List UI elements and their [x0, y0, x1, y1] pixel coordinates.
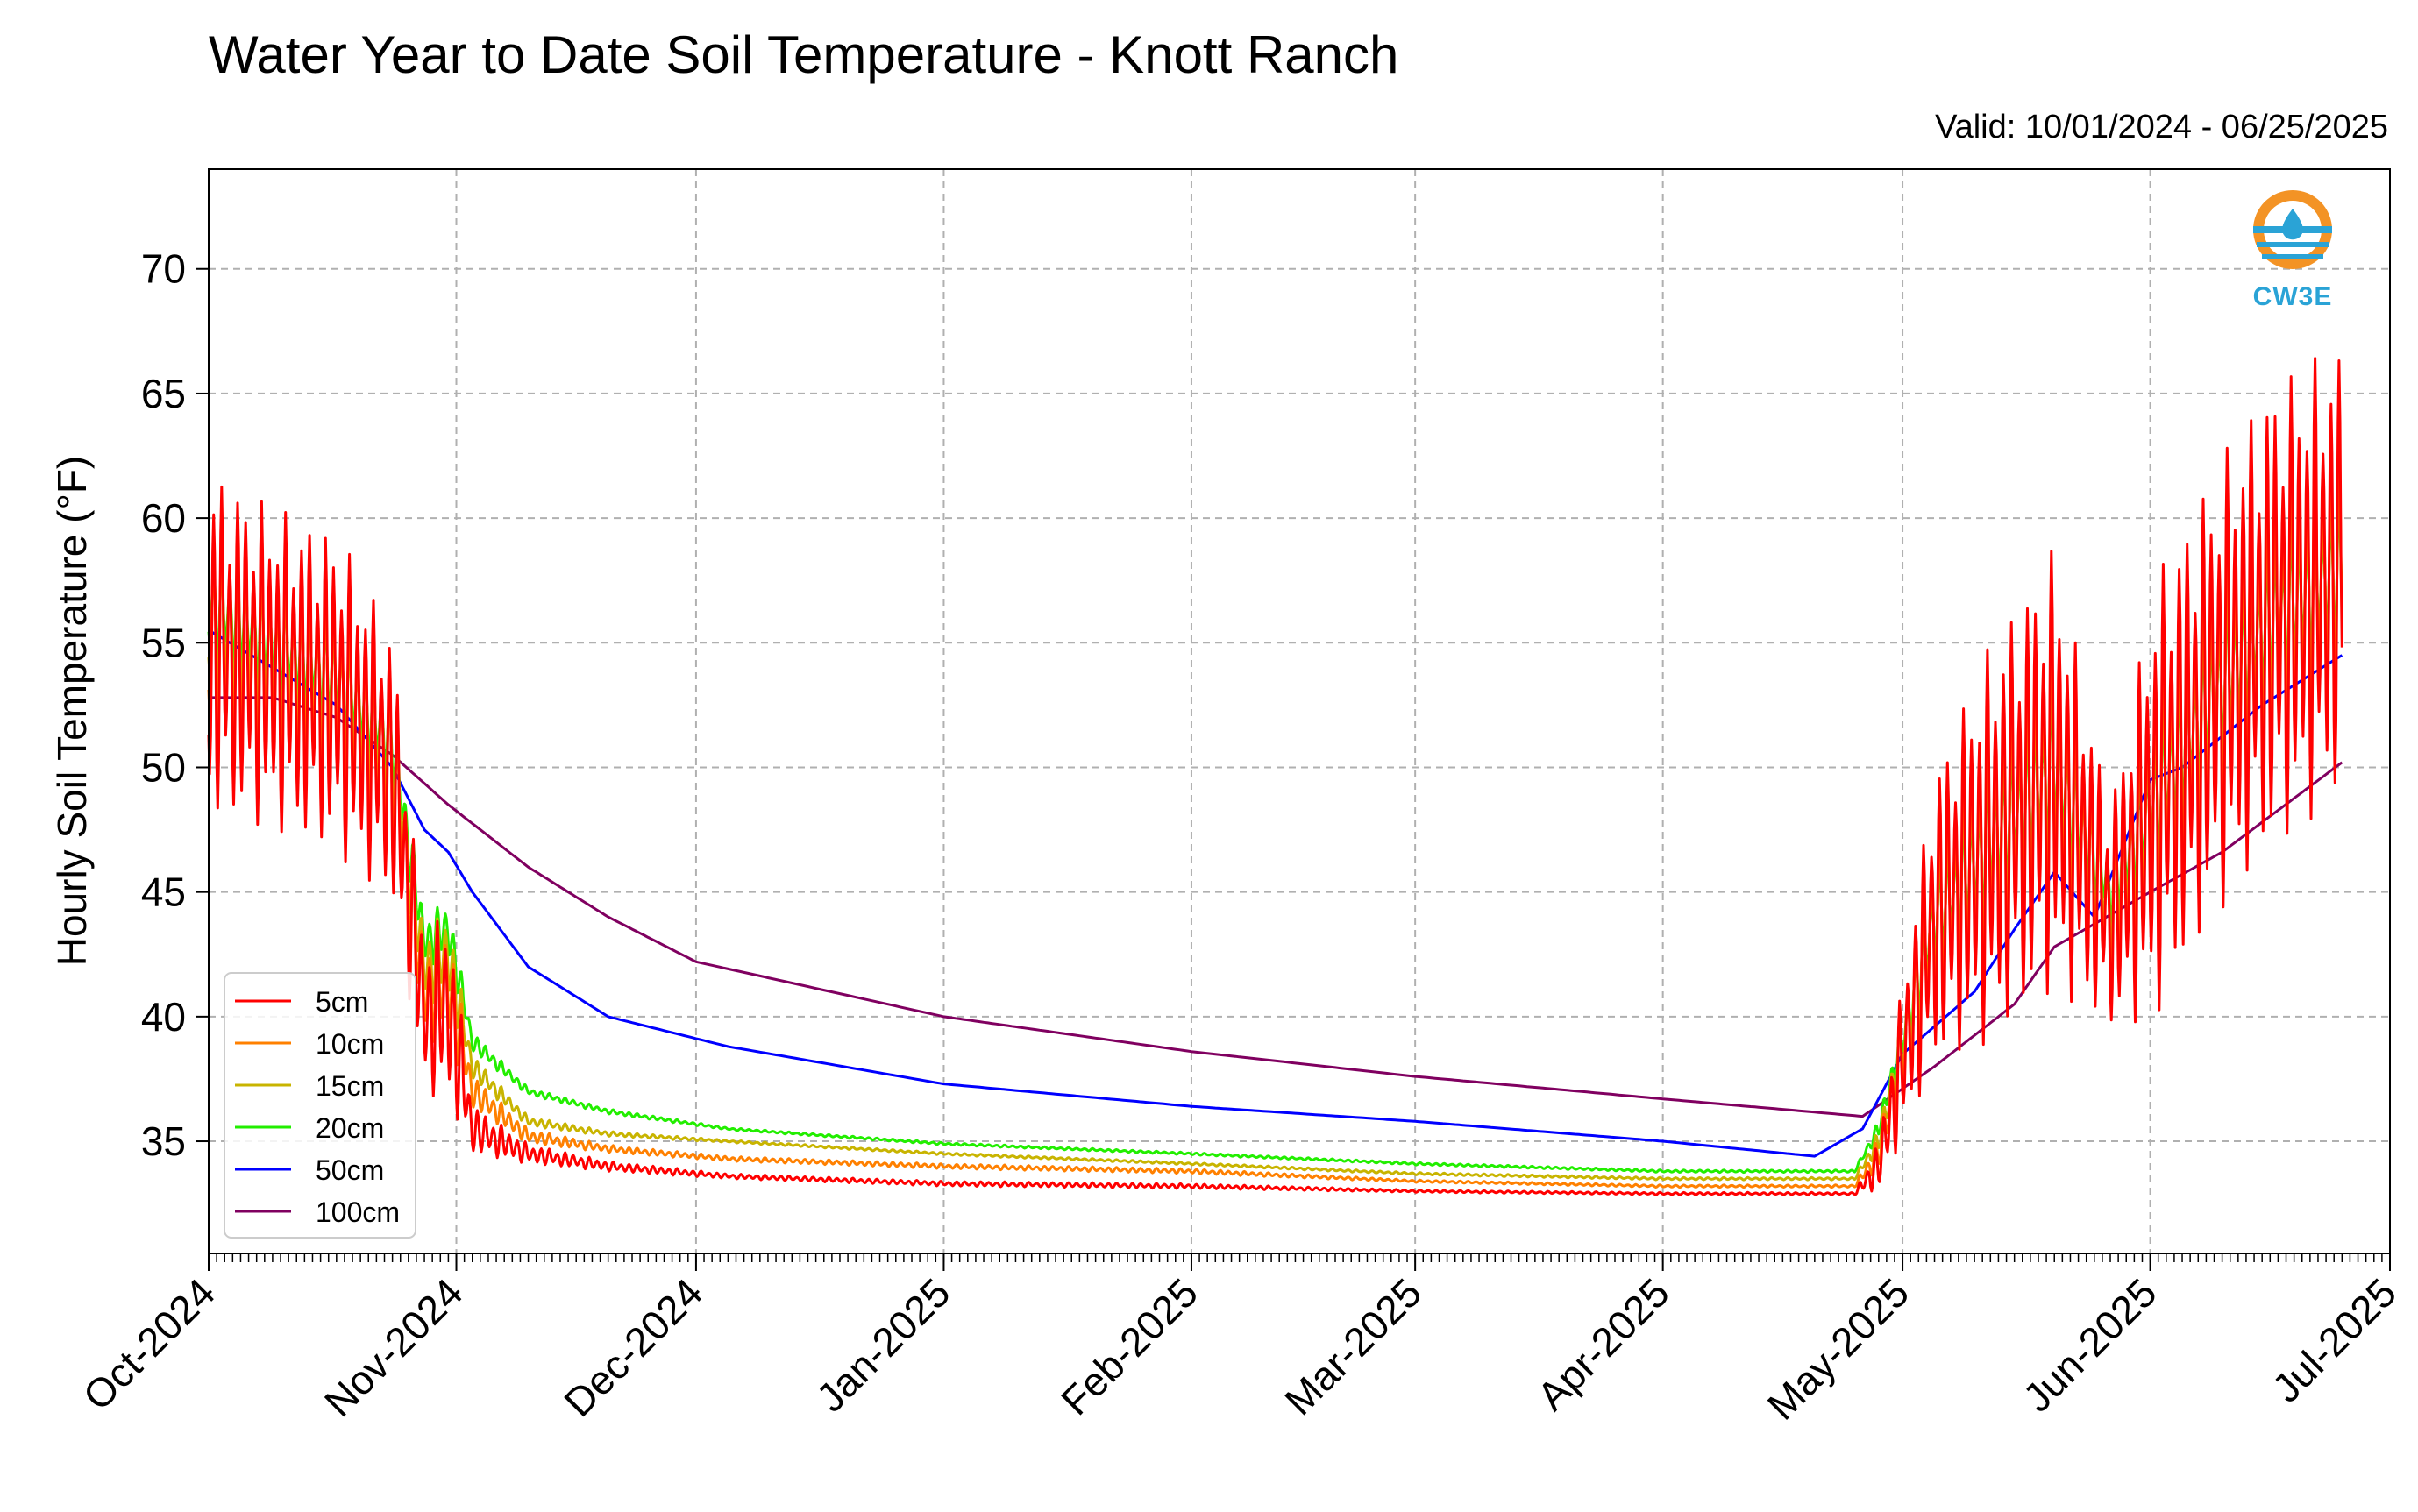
- x-tick-label: Jul-2025: [2264, 1269, 2406, 1411]
- y-tick-label: 70: [141, 246, 186, 292]
- x-tick-label: May-2025: [1759, 1269, 1917, 1428]
- series-line-100cm: [209, 696, 2343, 1118]
- x-tick-label: Dec-2024: [555, 1269, 711, 1425]
- series-line-50cm: [208, 628, 2343, 1158]
- series-line-5cm: [207, 357, 2343, 1196]
- legend-label-15cm: 15cm: [316, 1070, 384, 1102]
- legend-label-10cm: 10cm: [316, 1028, 384, 1060]
- legend-label-50cm: 50cm: [316, 1154, 384, 1186]
- y-tick-label: 35: [141, 1118, 186, 1164]
- y-tick-label: 45: [141, 870, 186, 915]
- x-tick-label: Mar-2025: [1276, 1269, 1430, 1423]
- x-tick-label: Oct-2024: [75, 1269, 224, 1419]
- legend-box: [224, 972, 416, 1239]
- x-tick-label: Jun-2025: [2014, 1269, 2165, 1420]
- cw3e-logo-icon: [2253, 190, 2332, 269]
- x-tick-label: Nov-2024: [316, 1269, 472, 1425]
- series-lines: [207, 357, 2343, 1196]
- y-tick-label: 50: [141, 744, 186, 790]
- x-tick-label: Jan-2025: [807, 1269, 958, 1420]
- y-axis-label: Hourly Soil Temperature (°F): [49, 456, 95, 967]
- plot-frame: [208, 168, 2391, 1254]
- logo-text: CW3E: [2252, 282, 2333, 311]
- x-tick-label: Apr-2025: [1528, 1269, 1678, 1419]
- legend-label-5cm: 5cm: [316, 986, 368, 1018]
- x-tick-label: Feb-2025: [1052, 1269, 1206, 1423]
- y-tick-label: 40: [141, 994, 186, 1040]
- y-tick-label: 60: [141, 495, 186, 541]
- legend-label-20cm: 20cm: [316, 1112, 384, 1144]
- grid-lines: [209, 169, 2390, 1253]
- chart-title: Water Year to Date Soil Temperature - Kn…: [209, 25, 1399, 84]
- y-tick-label: 55: [141, 620, 186, 665]
- legend-label-100cm: 100cm: [316, 1196, 400, 1228]
- y-axis-title: Hourly Soil Temperature (°F): [49, 456, 95, 967]
- y-tick-label: 65: [141, 371, 186, 416]
- legend: 5cm 10cm 15cm 20cm 50cm 100cm: [224, 972, 416, 1239]
- valid-date-range: Valid: 10/01/2024 - 06/25/2025: [1935, 109, 2388, 146]
